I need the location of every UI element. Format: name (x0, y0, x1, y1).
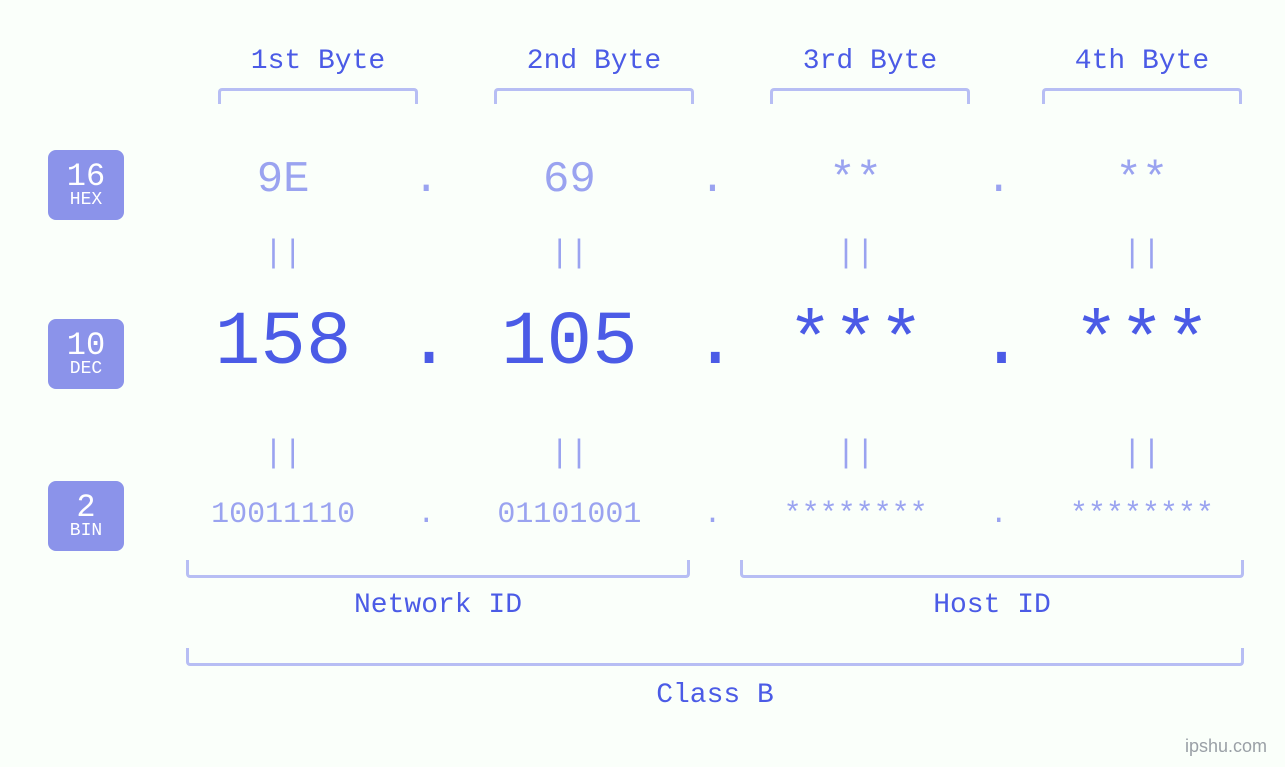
dot-icon: . (979, 155, 1019, 205)
ip-bases-diagram: 1st Byte 2nd Byte 3rd Byte 4th Byte 16 H… (0, 0, 1285, 767)
hex-row: 9E . 69 . ** . ** (160, 155, 1265, 205)
dec-row: 158 . 105 . *** . *** (160, 300, 1265, 386)
byte-header-1: 1st Byte (208, 46, 428, 77)
bin-byte-4: ******** (1019, 498, 1265, 532)
class-bracket (186, 648, 1244, 666)
base-badge-bin-label: BIN (70, 522, 102, 541)
byte-header-2: 2nd Byte (484, 46, 704, 77)
equals-row-1: || . || . || . || (160, 235, 1265, 272)
equals-icon: || (733, 435, 979, 472)
byte-header-3: 3rd Byte (760, 46, 980, 77)
hex-byte-2: 69 (446, 155, 692, 205)
base-badge-hex: 16 HEX (48, 150, 124, 220)
bin-byte-2: 01101001 (446, 498, 692, 532)
base-badge-bin: 2 BIN (48, 481, 124, 551)
base-badge-bin-num: 2 (76, 491, 95, 525)
host-id-label: Host ID (740, 590, 1244, 621)
hex-byte-1: 9E (160, 155, 406, 205)
base-badge-hex-label: HEX (70, 191, 102, 210)
dot-icon: . (406, 498, 446, 532)
equals-icon: || (160, 235, 406, 272)
dot-icon: . (406, 300, 446, 386)
byte-bracket-2 (494, 88, 694, 104)
bin-byte-3: ******** (733, 498, 979, 532)
equals-icon: || (446, 235, 692, 272)
base-badge-dec-label: DEC (70, 360, 102, 379)
bin-row: 10011110 . 01101001 . ******** . *******… (160, 498, 1265, 532)
dec-byte-3: *** (733, 300, 979, 386)
equals-icon: || (1019, 235, 1265, 272)
host-id-bracket (740, 560, 1244, 578)
base-badge-dec-num: 10 (67, 329, 105, 363)
dot-icon: . (693, 498, 733, 532)
bin-byte-1: 10011110 (160, 498, 406, 532)
dot-icon: . (979, 300, 1019, 386)
base-badge-dec: 10 DEC (48, 319, 124, 389)
watermark: ipshu.com (1185, 736, 1267, 757)
dec-byte-2: 105 (446, 300, 692, 386)
equals-row-2: || . || . || . || (160, 435, 1265, 472)
dec-byte-1: 158 (160, 300, 406, 386)
hex-byte-3: ** (733, 155, 979, 205)
byte-header-4: 4th Byte (1032, 46, 1252, 77)
class-label: Class B (186, 680, 1244, 711)
base-badge-hex-num: 16 (67, 160, 105, 194)
equals-icon: || (733, 235, 979, 272)
equals-icon: || (446, 435, 692, 472)
dot-icon: . (979, 498, 1019, 532)
dot-icon: . (693, 300, 733, 386)
dot-icon: . (406, 155, 446, 205)
dot-icon: . (693, 155, 733, 205)
byte-bracket-3 (770, 88, 970, 104)
network-id-label: Network ID (186, 590, 690, 621)
equals-icon: || (1019, 435, 1265, 472)
hex-byte-4: ** (1019, 155, 1265, 205)
equals-icon: || (160, 435, 406, 472)
byte-bracket-1 (218, 88, 418, 104)
dec-byte-4: *** (1019, 300, 1265, 386)
byte-bracket-4 (1042, 88, 1242, 104)
network-id-bracket (186, 560, 690, 578)
